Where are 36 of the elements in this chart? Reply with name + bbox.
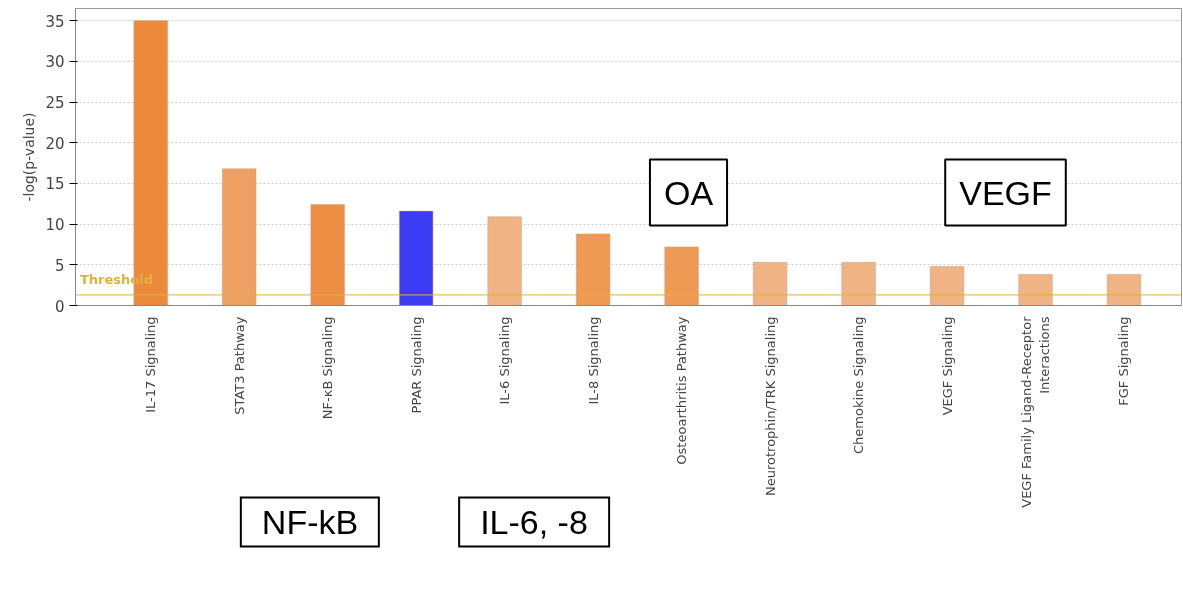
bar: [310, 204, 345, 306]
x-tick-label: PPAR Signaling: [408, 316, 424, 414]
x-tick-label: IL-17 Signaling: [143, 316, 159, 413]
text: IL-6, -8: [458, 496, 610, 548]
x-tick-label: VEGF Family Ligand-Receptor Interactions: [1019, 315, 1053, 508]
x-tick-label: IL-6 Signaling: [497, 316, 513, 405]
x-tick-label: Neurotrophin/TRK Signaling: [762, 316, 778, 496]
y-tick-label: 15: [45, 175, 65, 194]
bar: [752, 261, 788, 306]
x-tick-label: VEGF Signaling: [939, 316, 955, 416]
bar: [221, 168, 257, 306]
y-tick-label: 5: [54, 256, 65, 275]
y-axis-title: -log(p-value): [21, 112, 38, 202]
y-tick-label: 25: [45, 94, 65, 113]
bar: [929, 265, 965, 306]
bar: [1018, 274, 1053, 306]
x-tick-label: FGF Signaling: [1116, 316, 1132, 406]
y-tick-label: 35: [45, 12, 65, 31]
bar: [398, 210, 434, 306]
bar: [487, 216, 522, 306]
annotation: VEGF: [959, 173, 1052, 212]
y-tick-label: 30: [45, 53, 65, 72]
text: NF-kB: [239, 496, 381, 548]
y-tick-label: 20: [45, 134, 65, 153]
bar: [664, 246, 699, 306]
bar: [841, 261, 876, 306]
x-tick-label: NF-κB Signaling: [320, 316, 336, 420]
x-tick-label: Osteoarthritis Pathway: [674, 316, 690, 465]
x-tick-label: Chemokine Signaling: [851, 316, 867, 454]
bar: [1106, 274, 1142, 306]
y-tick-label: 0: [54, 297, 65, 316]
annotation: OA: [663, 173, 714, 212]
y-tick-label: 10: [45, 216, 65, 235]
x-tick-label: STAT3 Pathway: [231, 316, 247, 415]
bar: [575, 233, 611, 306]
x-tick-label: IL-8 Signaling: [585, 316, 601, 405]
